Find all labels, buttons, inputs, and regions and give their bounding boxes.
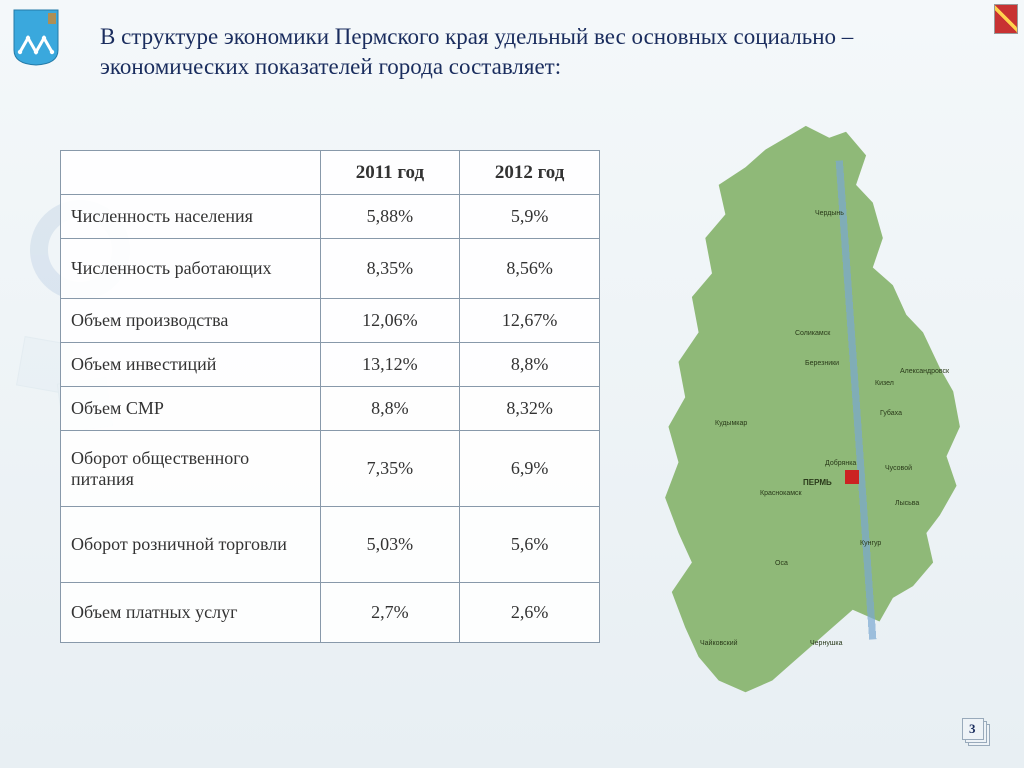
row-value-2012: 6,9% (460, 431, 600, 507)
row-label: Оборот розничной торговли (61, 507, 321, 583)
logo-shield-icon (12, 8, 60, 66)
table-row: Численность населения5,88%5,9% (61, 195, 600, 239)
row-value-2011: 7,35% (320, 431, 460, 507)
page-number-box: 3 (958, 718, 994, 748)
table-row: Объем платных услуг2,7%2,6% (61, 583, 600, 643)
header-2012: 2012 год (460, 151, 600, 195)
header-blank (61, 151, 321, 195)
row-value-2012: 12,67% (460, 299, 600, 343)
row-value-2011: 12,06% (320, 299, 460, 343)
perm-region-map (645, 120, 980, 710)
row-label: Объем платных услуг (61, 583, 321, 643)
map-city-marker (845, 470, 859, 484)
row-value-2012: 5,9% (460, 195, 600, 239)
row-value-2011: 8,35% (320, 239, 460, 299)
table-row: Оборот общественного питания7,35%6,9% (61, 431, 600, 507)
row-label: Объем производства (61, 299, 321, 343)
row-value-2012: 2,6% (460, 583, 600, 643)
table-row: Объем инвестиций13,12%8,8% (61, 343, 600, 387)
row-label: Оборот общественного питания (61, 431, 321, 507)
header-2011: 2011 год (320, 151, 460, 195)
row-label: Объем инвестиций (61, 343, 321, 387)
row-value-2012: 8,32% (460, 387, 600, 431)
table-row: Объем СМР8,8%8,32% (61, 387, 600, 431)
row-value-2011: 5,88% (320, 195, 460, 239)
row-value-2011: 2,7% (320, 583, 460, 643)
row-value-2011: 5,03% (320, 507, 460, 583)
row-value-2012: 8,56% (460, 239, 600, 299)
indicators-table: 2011 год 2012 год Численность населения5… (60, 150, 600, 643)
table-row: Численность работающих8,35%8,56% (61, 239, 600, 299)
row-label: Объем СМР (61, 387, 321, 431)
row-value-2012: 5,6% (460, 507, 600, 583)
table-row: Оборот розничной торговли5,03%5,6% (61, 507, 600, 583)
row-value-2011: 13,12% (320, 343, 460, 387)
row-label: Численность работающих (61, 239, 321, 299)
slide-title: В структуре экономики Пермского края уде… (100, 22, 984, 83)
table-header-row: 2011 год 2012 год (61, 151, 600, 195)
table-row: Объем производства12,06%12,67% (61, 299, 600, 343)
row-value-2011: 8,8% (320, 387, 460, 431)
corner-emblem-icon (994, 4, 1018, 34)
page-number: 3 (969, 721, 976, 737)
row-label: Численность населения (61, 195, 321, 239)
row-value-2012: 8,8% (460, 343, 600, 387)
